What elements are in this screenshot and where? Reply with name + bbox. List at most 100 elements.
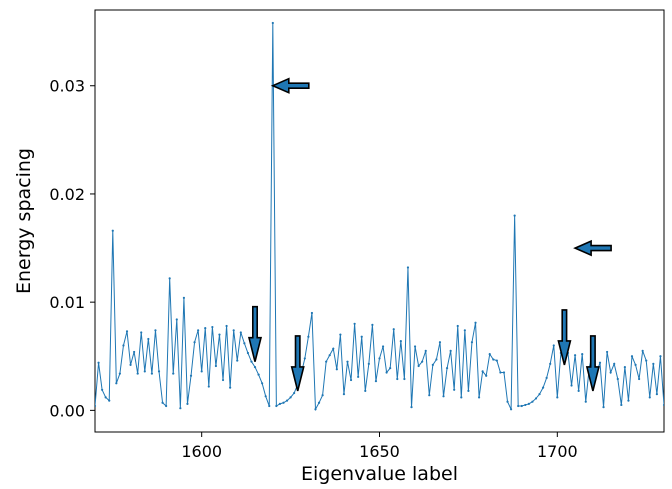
- series-line: [95, 22, 664, 412]
- data-point: [435, 358, 438, 361]
- data-point: [367, 362, 370, 365]
- data-point: [150, 372, 153, 375]
- data-point: [620, 403, 623, 407]
- data-point: [289, 396, 292, 399]
- data-point: [115, 382, 118, 385]
- data-point: [140, 331, 143, 334]
- data-point: [453, 388, 456, 391]
- y-tick-label: 0.01: [49, 293, 85, 312]
- data-point: [445, 367, 449, 370]
- data-point: [371, 323, 374, 326]
- data-point: [97, 361, 100, 364]
- data-point: [549, 362, 552, 365]
- data-point: [499, 371, 502, 374]
- data-point: [449, 349, 452, 352]
- data-point: [147, 337, 150, 341]
- data-point: [524, 403, 527, 407]
- data-point: [573, 354, 577, 357]
- annotation-arrow: [557, 309, 572, 366]
- data-point: [157, 370, 161, 373]
- data-point: [161, 401, 164, 404]
- plot-area: [94, 9, 665, 433]
- data-point: [364, 389, 367, 392]
- data-point: [531, 400, 534, 403]
- data-point: [477, 396, 481, 399]
- data-point: [357, 375, 360, 378]
- data-point: [655, 393, 658, 396]
- data-point: [385, 371, 388, 374]
- data-point: [424, 349, 427, 352]
- data-point: [101, 388, 104, 391]
- data-point: [339, 333, 342, 336]
- data-point: [541, 386, 545, 389]
- data-point: [293, 391, 296, 395]
- data-point: [282, 401, 285, 404]
- data-point: [186, 402, 189, 405]
- data-point: [556, 396, 559, 399]
- series-points: [95, 21, 664, 411]
- data-point: [346, 360, 349, 363]
- data-point: [460, 396, 463, 399]
- y-axis-label: Energy spacing: [13, 148, 35, 294]
- y-tick-label: 0.03: [49, 77, 85, 96]
- data-point: [261, 382, 264, 385]
- data-point: [598, 361, 602, 364]
- data-point: [652, 362, 655, 365]
- data-point: [495, 359, 498, 362]
- data-point: [214, 364, 218, 368]
- data-point: [641, 349, 644, 352]
- data-point: [204, 327, 207, 330]
- y-axis: 0.00 0.01 0.02 0.03: [49, 77, 95, 420]
- data-point: [172, 372, 175, 375]
- y-tick-label: 0.00: [49, 401, 85, 420]
- data-point: [246, 351, 250, 355]
- data-point: [485, 374, 488, 377]
- data-point: [264, 395, 267, 398]
- data-point: [314, 408, 317, 411]
- data-point: [431, 363, 434, 367]
- data-point: [442, 395, 445, 398]
- data-point: [189, 374, 193, 377]
- data-point: [278, 402, 282, 405]
- data-point: [470, 341, 474, 344]
- data-point: [268, 404, 271, 408]
- data-point: [428, 394, 431, 397]
- data-point: [645, 359, 648, 362]
- annotation-arrow: [585, 335, 600, 392]
- data-point: [527, 402, 530, 405]
- data-point: [179, 407, 182, 410]
- data-point: [534, 397, 538, 400]
- data-point: [538, 393, 541, 396]
- data-point: [403, 377, 406, 381]
- data-point: [108, 399, 111, 402]
- data-point: [353, 322, 356, 325]
- data-point: [133, 350, 136, 354]
- data-point: [602, 406, 605, 409]
- data-point: [581, 352, 584, 356]
- data-point: [488, 352, 491, 356]
- y-tick-label: 0.02: [49, 185, 85, 204]
- data-point: [243, 342, 246, 345]
- data-point: [197, 329, 200, 332]
- data-point: [168, 277, 171, 280]
- data-point: [349, 378, 353, 382]
- data-point: [406, 266, 410, 269]
- data-point: [218, 333, 221, 336]
- data-point: [200, 370, 203, 373]
- data-point: [545, 376, 548, 379]
- data-point: [648, 396, 651, 399]
- data-point: [606, 350, 609, 354]
- data-point: [378, 357, 381, 360]
- data-point: [552, 344, 555, 347]
- data-point: [517, 404, 520, 408]
- data-point: [627, 399, 630, 402]
- annotation-arrows: [247, 77, 612, 392]
- data-point: [229, 386, 232, 389]
- data-point: [360, 335, 363, 338]
- data-point: [456, 324, 459, 328]
- x-tick-label: 1650: [359, 442, 400, 461]
- annotation-arrow: [270, 77, 310, 94]
- data-point: [509, 408, 513, 411]
- data-point: [392, 328, 395, 331]
